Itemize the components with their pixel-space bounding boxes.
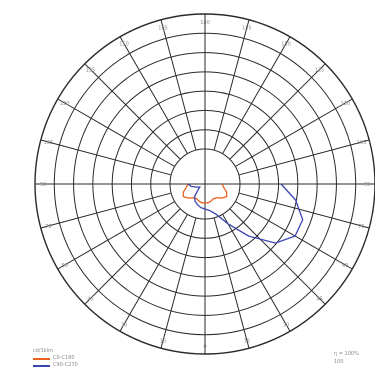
legend-label-c0: C0-C180	[53, 355, 75, 361]
angle-label: 165	[158, 26, 168, 32]
grid-spoke	[119, 214, 188, 332]
angle-label: 135	[315, 67, 325, 73]
angle-label: 30	[121, 322, 127, 328]
grid-spoke	[235, 98, 353, 167]
series-line-c0-c180	[182, 183, 228, 204]
grid-spoke	[40, 139, 172, 176]
angle-label: 75	[358, 224, 364, 230]
grid-spoke	[57, 98, 175, 167]
grid-spoke	[229, 63, 326, 160]
angle-label: 15	[160, 338, 166, 344]
legend-header: cd/1klm	[33, 348, 78, 355]
legend: cd/1klm C0-C180 C90-C270	[33, 348, 78, 369]
grid-spoke	[222, 214, 291, 332]
legend-swatch-c0	[33, 357, 50, 360]
grid-spoke	[84, 63, 181, 160]
grid-spoke	[84, 208, 181, 305]
angle-label: 120	[60, 101, 70, 107]
angle-label: 0	[203, 344, 206, 350]
angle-label: 60	[62, 263, 68, 269]
angle-label: 60	[342, 263, 348, 269]
angle-label: 90	[364, 182, 370, 188]
angle-label: 105	[44, 140, 54, 146]
series-line-c90-c270	[187, 183, 304, 244]
grid-spoke	[235, 201, 353, 270]
scale-value: 100	[334, 359, 344, 365]
angle-label: 90	[40, 182, 46, 188]
grid-spoke	[40, 192, 172, 229]
angle-label: 30	[283, 322, 289, 328]
legend-header-text: cd/1klm	[33, 348, 53, 354]
legend-swatch-c90	[33, 364, 50, 367]
info-box: η = 100% 100	[334, 350, 359, 366]
angle-label: 165	[242, 26, 252, 32]
angle-label: 180	[200, 20, 210, 26]
legend-item-c90: C90-C270	[33, 362, 78, 369]
legend-label-c90: C90-C270	[53, 362, 78, 368]
legend-item-c0: C0-C180	[33, 355, 78, 362]
grid-spoke	[222, 36, 291, 154]
angle-label: 75	[45, 224, 51, 230]
grid-spoke	[57, 201, 175, 270]
series-layer	[182, 183, 304, 244]
angle-label: 15	[244, 338, 250, 344]
grid-spoke	[119, 36, 188, 154]
grid-spoke	[213, 19, 250, 151]
grid-spoke	[229, 208, 326, 305]
grid-spoke	[238, 192, 370, 229]
angle-label: 120	[341, 101, 351, 107]
grid-spoke	[238, 139, 370, 176]
angle-label: 150	[281, 42, 291, 48]
angle-label: 45	[87, 297, 93, 303]
grid-spoke	[213, 217, 250, 349]
angle-label: 135	[86, 67, 96, 73]
grid-spoke	[160, 19, 197, 151]
polar-grid	[34, 13, 375, 355]
efficiency-text: η = 100%	[334, 351, 359, 357]
angle-label: 45	[316, 297, 322, 303]
angle-label: 105	[357, 140, 367, 146]
angle-label: 150	[119, 42, 129, 48]
grid-spoke	[160, 217, 197, 349]
